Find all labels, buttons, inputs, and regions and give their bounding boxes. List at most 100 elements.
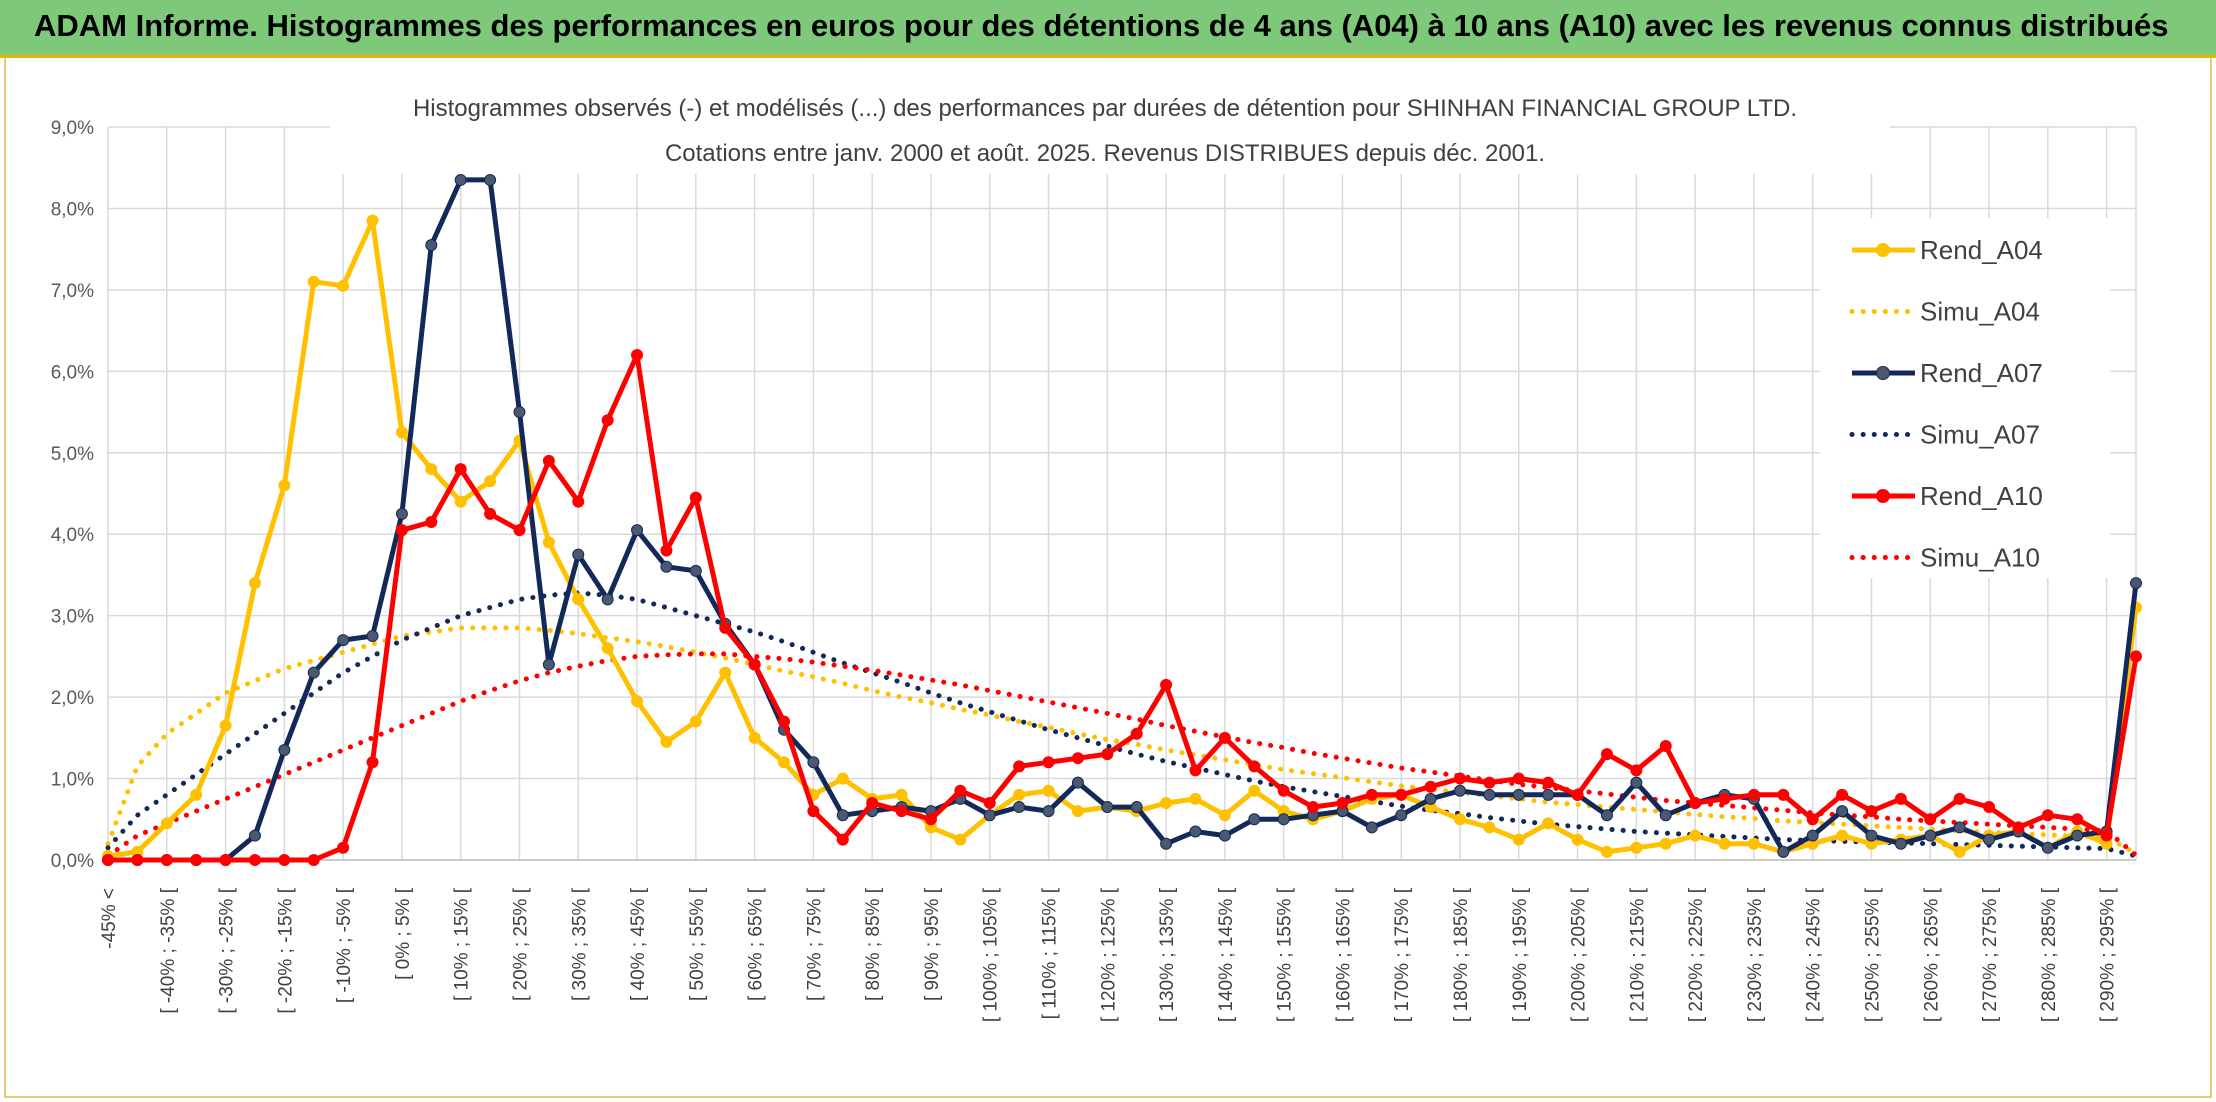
data-point-rend-a04 <box>542 536 555 549</box>
legend: Rend_A04 Simu_A04 Rend_A07 Simu_A07 Rend_A10… <box>1820 218 2110 578</box>
data-point-rend-a10 <box>1336 796 1349 809</box>
data-point-rend-a10 <box>601 414 614 427</box>
data-point-rend-a10 <box>1395 788 1408 801</box>
data-point-rend-a10 <box>1777 788 1790 801</box>
data-point-rend-a10 <box>719 621 732 634</box>
data-point-rend-a10 <box>542 454 555 467</box>
data-point-rend-a07 <box>2130 577 2142 590</box>
data-point-rend-a04 <box>748 731 761 744</box>
data-point-rend-a07 <box>454 173 467 186</box>
data-point-rend-a07 <box>513 406 526 419</box>
legend-marker-rend-a10 <box>1876 489 1890 503</box>
data-point-rend-a04 <box>190 788 203 801</box>
data-point-rend-a07 <box>1071 776 1084 789</box>
data-point-rend-a10 <box>748 658 761 671</box>
data-point-rend-a04 <box>1483 821 1496 834</box>
data-point-rend-a07 <box>1953 821 1966 834</box>
data-point-rend-a07 <box>836 809 849 822</box>
data-point-rend-a10 <box>1630 764 1643 777</box>
x-tick-label: [ 170% ; 175% [ <box>1392 887 1413 1022</box>
data-point-rend-a07 <box>601 593 614 606</box>
data-point-rend-a07 <box>1424 792 1437 805</box>
chart-frame <box>4 58 2212 1098</box>
data-point-rend-a07 <box>1013 801 1026 814</box>
data-point-rend-a04 <box>1512 833 1525 846</box>
data-point-rend-a10 <box>1600 748 1613 761</box>
data-point-rend-a04 <box>1160 796 1173 809</box>
data-point-rend-a10 <box>660 544 673 557</box>
x-tick-label: [ 190% ; 195% [ <box>1510 887 1531 1022</box>
data-point-rend-a04 <box>1042 784 1055 797</box>
y-tick-label: 9,0% <box>51 118 94 139</box>
x-tick-label: [ 30% ; 35% [ <box>569 887 590 1001</box>
y-tick-label: 7,0% <box>51 281 94 302</box>
data-point-rend-a07 <box>1454 784 1466 797</box>
x-tick-label: [ 210% ; 215% [ <box>1627 887 1648 1022</box>
data-point-rend-a10 <box>2100 829 2113 842</box>
series-line-simu-a10 <box>105 651 2139 859</box>
data-point-rend-a10 <box>954 784 967 797</box>
data-point-rend-a10 <box>337 841 350 854</box>
x-tick-label: [ 80% ; 85% [ <box>863 887 884 1001</box>
data-point-rend-a10 <box>2041 809 2054 822</box>
data-point-rend-a10 <box>278 854 291 866</box>
data-point-rend-a10 <box>2012 821 2025 834</box>
data-point-rend-a10 <box>102 854 114 866</box>
data-point-rend-a07 <box>1806 829 1819 842</box>
data-point-rend-a07 <box>1218 829 1231 842</box>
data-point-rend-a04 <box>366 214 379 227</box>
legend-label-rend-a04: Rend_A04 <box>1920 235 2043 265</box>
data-point-rend-a07 <box>1512 788 1525 801</box>
data-point-rend-a07 <box>1836 805 1849 818</box>
x-tick-label: [ 290% ; 295% [ <box>2098 887 2119 1022</box>
data-point-rend-a04 <box>836 772 849 785</box>
x-tick-label: [ 0% ; 5% [ <box>393 887 414 980</box>
data-point-rend-a04 <box>895 788 908 801</box>
data-point-rend-a04 <box>689 715 702 728</box>
legend-marker-rend-a07 <box>1876 366 1890 380</box>
legend-label-simu-a10: Simu_A10 <box>1920 543 2040 573</box>
data-point-rend-a04 <box>278 479 291 492</box>
data-point-rend-a10 <box>425 516 438 529</box>
x-tick-label: [ 260% ; 265% [ <box>1921 887 1942 1022</box>
data-point-rend-a10 <box>1659 739 1672 752</box>
data-point-rend-a07 <box>1542 788 1555 801</box>
data-point-rend-a07 <box>1865 829 1878 842</box>
legend-marker-rend-a04 <box>1876 243 1890 257</box>
data-point-rend-a10 <box>924 813 937 826</box>
data-point-rend-a10 <box>1307 801 1320 814</box>
data-point-rend-a10 <box>131 854 144 866</box>
data-point-rend-a10 <box>2071 813 2084 826</box>
data-point-rend-a07 <box>983 809 996 822</box>
data-point-rend-a04 <box>1571 833 1584 846</box>
data-point-rend-a10 <box>1865 805 1878 818</box>
x-tick-label: [ 110% ; 115% [ <box>1040 887 1061 1019</box>
data-point-rend-a04 <box>337 279 350 292</box>
data-point-rend-a04 <box>1630 841 1643 854</box>
x-tick-label: [ 50% ; 55% [ <box>687 887 708 1001</box>
data-point-rend-a10 <box>1130 727 1143 740</box>
data-point-rend-a04 <box>1836 829 1849 842</box>
data-point-rend-a10 <box>866 796 879 809</box>
data-point-rend-a07 <box>807 756 820 769</box>
x-tick-label: [ -40% ; -35% [ <box>158 887 179 1013</box>
data-point-rend-a04 <box>1189 792 1202 805</box>
data-point-rend-a07 <box>572 548 585 561</box>
data-point-rend-a04 <box>484 475 497 488</box>
x-tick-label: [ 100% ; 105% [ <box>981 887 1002 1022</box>
y-tick-label: 5,0% <box>51 444 94 465</box>
data-point-rend-a04 <box>1659 837 1672 850</box>
data-point-rend-a10 <box>778 715 790 728</box>
plot-area <box>102 173 2142 866</box>
data-point-rend-a10 <box>248 854 261 866</box>
data-point-rend-a07 <box>337 634 350 647</box>
data-point-rend-a10 <box>1806 813 1819 826</box>
legend-label-simu-a07: Simu_A07 <box>1920 420 2040 450</box>
x-tick-label: [ 130% ; 135% [ <box>1157 887 1178 1022</box>
data-point-rend-a04 <box>572 593 585 606</box>
data-point-rend-a04 <box>219 719 232 732</box>
x-tick-label: [ 10% ; 15% [ <box>452 887 473 1001</box>
data-point-rend-a04 <box>395 426 408 439</box>
data-point-rend-a10 <box>513 524 526 537</box>
